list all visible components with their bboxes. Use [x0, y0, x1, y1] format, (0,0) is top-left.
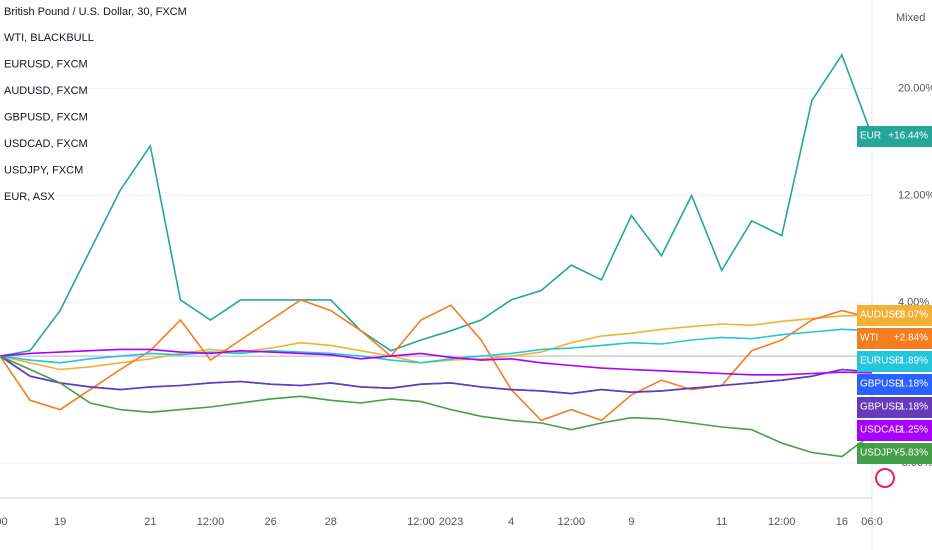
badge-value: +1.89%	[894, 356, 928, 367]
y-tick-label: 12.00%	[898, 189, 932, 201]
badge-name: USDJPY	[860, 448, 900, 459]
badge-value: +3.07%	[894, 310, 928, 321]
badge-name: EUR	[860, 131, 881, 142]
y-tick-label: 20.00%	[898, 82, 932, 94]
legend-entry: EUR, ASX	[4, 191, 55, 203]
series-line	[0, 328, 873, 364]
badge-name: EURUSD	[860, 356, 902, 367]
scale-label: Mixed	[896, 12, 925, 24]
x-tick-label: 4	[508, 516, 514, 528]
legend-entry: WTI, BLACKBULL	[4, 32, 94, 44]
x-tick-label: 12:00	[558, 516, 586, 528]
badge	[857, 373, 932, 395]
legend-entry: USDJPY, FXCM	[4, 164, 83, 176]
x-tick-label: 06:0	[861, 516, 882, 528]
badge	[857, 126, 932, 148]
badge-value: -1.18%	[896, 402, 928, 413]
x-tick-label: 12:00	[407, 516, 435, 528]
chart-title: British Pound / U.S. Dollar, 30, FXCM	[4, 6, 187, 18]
x-tick-label: 28	[325, 516, 337, 528]
x-tick-label: 16	[836, 516, 848, 528]
badge	[857, 396, 932, 418]
legend-entry: EURUSD, FXCM	[4, 58, 88, 70]
legend-entry: USDCAD, FXCM	[4, 138, 88, 150]
series-line	[0, 355, 873, 395]
x-tick-label: 12:00	[197, 516, 225, 528]
x-tick-label: 21	[144, 516, 156, 528]
badge	[857, 442, 932, 464]
badge-name: GBPUSD	[860, 379, 902, 390]
badge	[857, 327, 932, 349]
x-tick-label: 11	[716, 516, 727, 528]
legend-entry: AUDUSD, FXCM	[4, 85, 88, 97]
legend-entry: GBPUSD, FXCM	[4, 111, 88, 123]
badge-value: -1.25%	[896, 425, 928, 436]
badge-name: AUDUSD	[860, 310, 902, 321]
x-tick-label: 26	[264, 516, 276, 528]
badge-value: -5.83%	[896, 448, 928, 459]
badge	[857, 419, 932, 441]
x-tick-label: 19	[54, 516, 66, 528]
badge-value: -1.18%	[896, 379, 928, 390]
badge-name: GBPUSD	[860, 402, 902, 413]
badge-name: WTI	[860, 333, 878, 344]
series-line	[0, 355, 873, 458]
badge-name: USDCAD	[860, 425, 902, 436]
series-line	[0, 348, 873, 376]
badge-value: +16.44%	[888, 131, 928, 142]
series-line	[0, 53, 873, 357]
badge-value: +2.84%	[894, 333, 928, 344]
badge	[857, 304, 932, 326]
x-tick-label: 2023	[439, 516, 463, 528]
x-tick-label: 12:00	[768, 516, 796, 528]
x-tick-label: :00	[0, 516, 8, 528]
x-tick-label: 9	[628, 516, 634, 528]
logo	[875, 468, 895, 488]
badge	[857, 350, 932, 372]
